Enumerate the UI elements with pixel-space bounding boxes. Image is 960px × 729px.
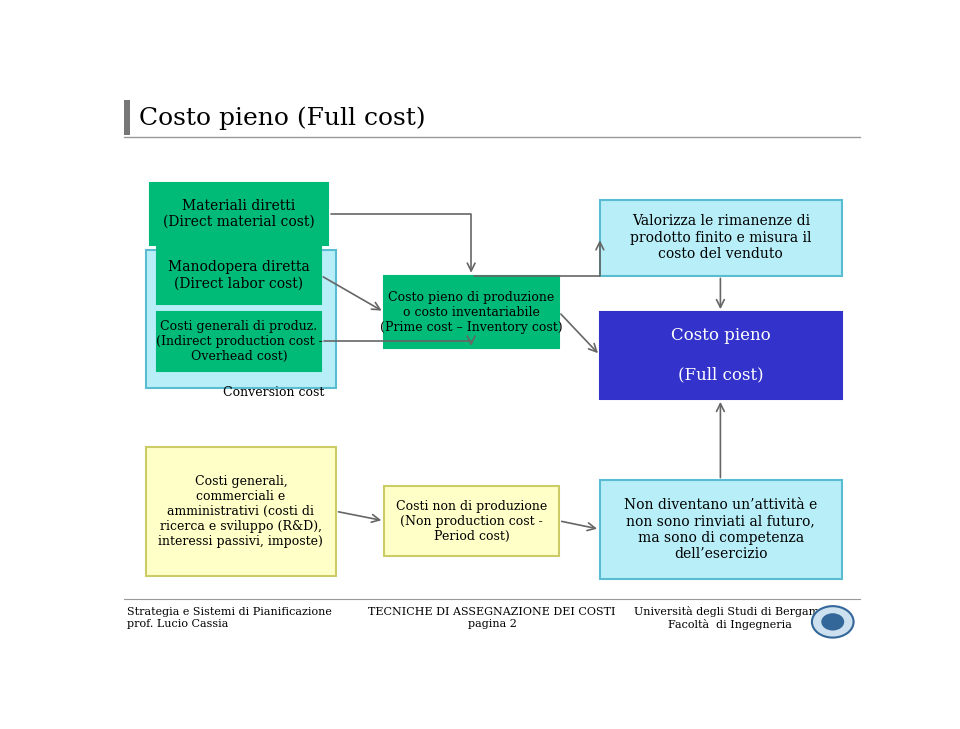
FancyBboxPatch shape xyxy=(146,250,336,388)
FancyBboxPatch shape xyxy=(600,312,842,399)
Text: Valorizza le rimanenze di
prodotto finito e misura il
costo del venduto: Valorizza le rimanenze di prodotto finit… xyxy=(630,214,811,261)
Text: Manodopera diretta
(Direct labor cost): Manodopera diretta (Direct labor cost) xyxy=(168,260,310,291)
Text: Università degli Studi di Bergamo
Facoltà  di Ingegneria: Università degli Studi di Bergamo Facolt… xyxy=(635,606,826,630)
FancyBboxPatch shape xyxy=(384,276,559,348)
Text: Materiali diretti
(Direct material cost): Materiali diretti (Direct material cost) xyxy=(163,199,315,229)
FancyBboxPatch shape xyxy=(157,247,321,303)
FancyBboxPatch shape xyxy=(600,480,842,579)
Text: TECNICHE DI ASSEGNAZIONE DEI COSTI
pagina 2: TECNICHE DI ASSEGNAZIONE DEI COSTI pagin… xyxy=(369,607,615,628)
Text: Costi generali di produz.
(Indirect production cost -
Overhead cost): Costi generali di produz. (Indirect prod… xyxy=(156,320,323,363)
Text: Costo pieno di produzione
o costo inventariabile
(Prime cost – Inventory cost): Costo pieno di produzione o costo invent… xyxy=(380,291,563,333)
FancyBboxPatch shape xyxy=(150,183,328,245)
FancyBboxPatch shape xyxy=(146,447,336,576)
FancyBboxPatch shape xyxy=(384,486,559,556)
Text: Non diventano un’attività e
non sono rinviati al futuro,
ma sono di competenza
d: Non diventano un’attività e non sono rin… xyxy=(624,498,817,561)
Bar xyxy=(124,101,130,135)
FancyBboxPatch shape xyxy=(600,200,842,276)
Text: Costi generali,
commerciali e
amministrativi (costi di
ricerca e sviluppo (R&D),: Costi generali, commerciali e amministra… xyxy=(158,475,324,547)
Text: Costo pieno (Full cost): Costo pieno (Full cost) xyxy=(138,106,425,130)
Text: Costi non di produzione
(Non production cost -
Period cost): Costi non di produzione (Non production … xyxy=(396,499,547,542)
Text: Conversion cost: Conversion cost xyxy=(224,386,324,399)
Circle shape xyxy=(812,606,853,638)
Text: Strategia e Sistemi di Pianificazione
prof. Lucio Cassia: Strategia e Sistemi di Pianificazione pr… xyxy=(128,607,332,628)
FancyBboxPatch shape xyxy=(157,312,321,371)
Circle shape xyxy=(822,613,844,631)
Text: Costo pieno

(Full cost): Costo pieno (Full cost) xyxy=(671,327,771,383)
